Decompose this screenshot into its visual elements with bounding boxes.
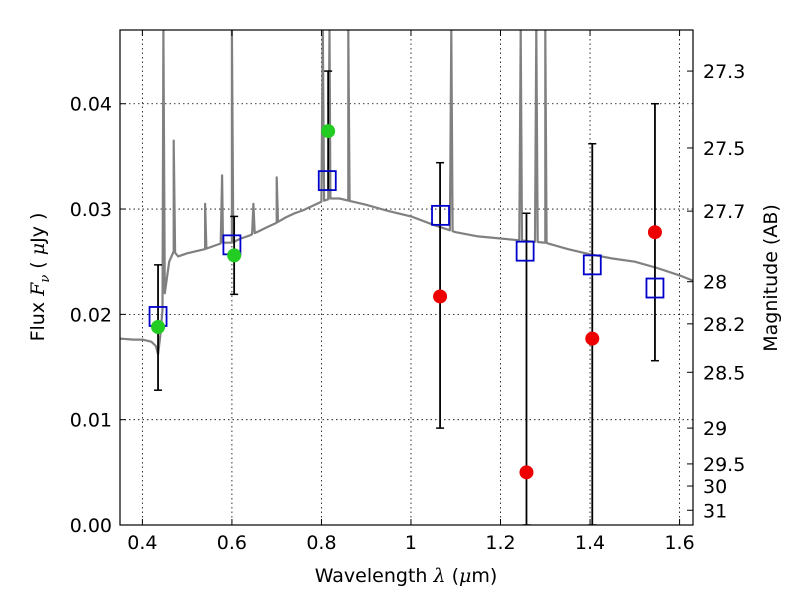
y-tick-label: 0.04 [70, 94, 112, 116]
y2-tick-label: 30 [703, 476, 727, 498]
model-spectrum-line [120, 30, 693, 356]
y2-tick-label: 27.5 [703, 138, 745, 160]
y-tick-label: 0.02 [70, 304, 112, 326]
model-photometry-points [148, 170, 665, 327]
x-axis-label: Wavelength λ (μm) [315, 565, 498, 587]
y-axis-ticks: 0.00 0.01 0.02 0.03 0.04 [70, 94, 126, 537]
x-tick-label: 0.4 [127, 532, 157, 554]
y-tick-label: 0.03 [70, 199, 112, 221]
observed-photometry-circle [151, 320, 166, 334]
x-tick-label: 0.6 [217, 532, 247, 554]
x-tick-label: 1 [405, 532, 417, 554]
x-tick-label: 0.8 [306, 532, 336, 554]
model-photometry-square [582, 254, 602, 276]
error-bars [154, 70, 659, 525]
y-tick-label: 0.01 [70, 410, 112, 432]
x-axis-ticks: 0.4 0.6 0.8 1 1.2 1.4 1.6 [127, 30, 695, 554]
x-tick-label: 1.2 [485, 532, 515, 554]
observed-photometry-circle [227, 248, 242, 263]
x-tick-label: 1.6 [664, 532, 694, 554]
y2-tick-label: 28 [703, 272, 727, 294]
observed-photometry-points [151, 124, 662, 480]
plot-area [120, 30, 693, 525]
y2-tick-label: 27.7 [703, 201, 745, 223]
grid-lines [120, 30, 693, 526]
model-photometry-square [317, 170, 337, 192]
observed-photometry-circle [433, 289, 448, 304]
y2-tick-label: 29.5 [703, 454, 745, 476]
y2-tick-label: 27.3 [703, 61, 745, 83]
model-photometry-square [645, 277, 665, 299]
observed-photometry-circle [519, 465, 534, 480]
model-photometry-square [431, 204, 450, 226]
y2-tick-label: 28.2 [703, 314, 745, 336]
y2-tick-label: 31 [703, 500, 727, 522]
plot-frame [119, 29, 694, 526]
observed-photometry-circle [585, 331, 600, 346]
observed-photometry-circle [321, 124, 336, 139]
model-photometry-square [515, 240, 535, 262]
y2-tick-label: 29 [703, 418, 727, 440]
observed-photometry-circle [647, 225, 662, 240]
y-tick-label: 0.00 [70, 515, 112, 537]
y2-axis-label: Magnitude (AB) [760, 204, 782, 352]
y-axis-label: Flux Fν ( μJy ) [27, 213, 53, 342]
x-tick-label: 1.4 [575, 532, 605, 554]
y2-tick-label: 28.5 [703, 362, 745, 384]
